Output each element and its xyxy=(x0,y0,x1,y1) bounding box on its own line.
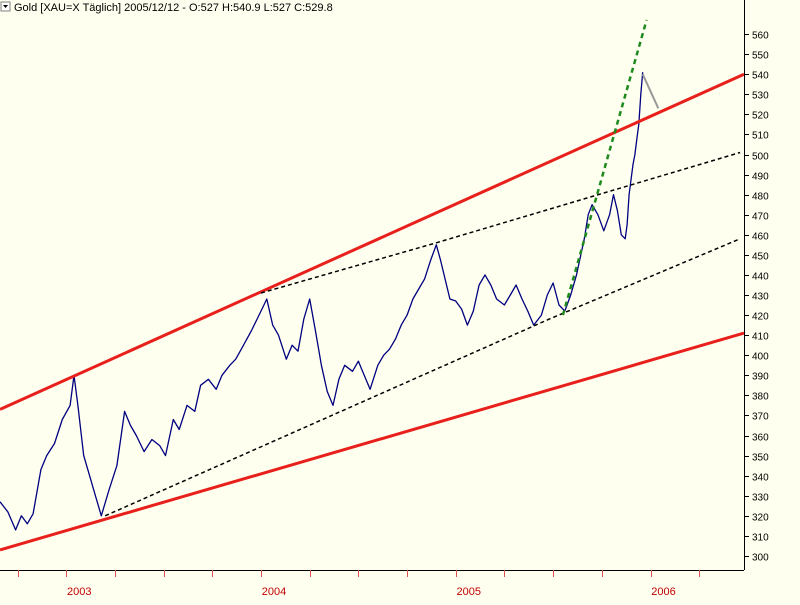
y-tick-label: 360 xyxy=(752,433,769,444)
dashed-trend-line xyxy=(260,151,741,294)
y-tick-label: 370 xyxy=(752,412,769,423)
chart-title: Gold [XAU=X Täglich] 2005/12/12 - O:527 … xyxy=(14,2,333,14)
y-tick-label: 460 xyxy=(752,232,769,243)
y-tick-label: 340 xyxy=(752,473,769,484)
y-tick-label: 320 xyxy=(752,513,769,524)
dashed-trend-line xyxy=(104,238,741,517)
y-tick-label: 380 xyxy=(752,392,769,403)
y-tick-label: 410 xyxy=(752,332,769,343)
chart-header: Gold [XAU=X Täglich] 2005/12/12 - O:527 … xyxy=(0,1,333,14)
channel-line xyxy=(0,331,745,552)
pullback-arrow-line xyxy=(641,73,660,109)
y-tick-label: 560 xyxy=(752,31,769,42)
y-tick-label: 540 xyxy=(752,71,769,82)
x-tick-label: 2004 xyxy=(262,586,286,598)
x-tick-label: 2006 xyxy=(651,586,675,598)
y-tick-label: 390 xyxy=(752,372,769,383)
x-tick-label: 2005 xyxy=(457,586,481,598)
x-tick-label: 2003 xyxy=(67,586,91,598)
gold-price-line xyxy=(0,72,644,531)
y-tick-label: 510 xyxy=(752,131,769,142)
y-tick-label: 300 xyxy=(752,553,769,564)
acceleration-trend-line xyxy=(561,19,648,316)
chevron-down-icon xyxy=(3,5,8,8)
y-tick-label: 470 xyxy=(752,212,769,223)
y-tick-label: 440 xyxy=(752,272,769,283)
y-tick-label: 430 xyxy=(752,292,769,303)
y-tick-label: 310 xyxy=(752,533,769,544)
y-tick-label: 450 xyxy=(752,252,769,263)
y-tick-label: 500 xyxy=(752,152,769,163)
y-tick-label: 480 xyxy=(752,192,769,203)
y-tick-label: 550 xyxy=(752,51,769,62)
channel-line xyxy=(0,72,745,411)
y-tick-label: 420 xyxy=(752,312,769,323)
axis-layer: 300 310 320 330 340 350 360 370 380 390 400 410 420 4… xyxy=(0,0,769,598)
y-tick-label: 350 xyxy=(752,453,769,464)
y-tick-label: 490 xyxy=(752,172,769,183)
y-tick-label: 520 xyxy=(752,111,769,122)
y-tick-label: 330 xyxy=(752,493,769,504)
y-tick-label: 400 xyxy=(752,352,769,363)
series-layer xyxy=(0,19,745,552)
y-tick-label: 530 xyxy=(752,91,769,102)
